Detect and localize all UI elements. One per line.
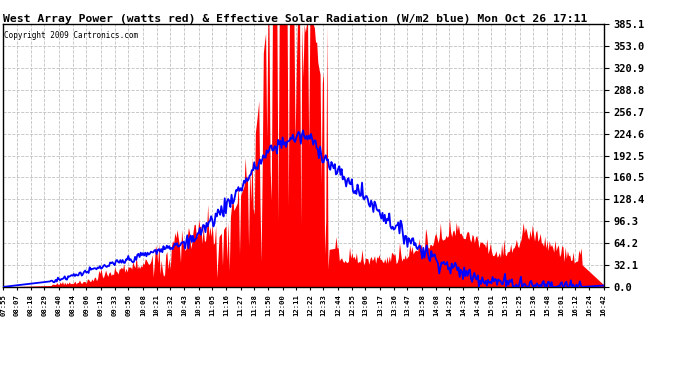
- Text: West Array Power (watts red) & Effective Solar Radiation (W/m2 blue) Mon Oct 26 : West Array Power (watts red) & Effective…: [3, 13, 588, 24]
- Text: Copyright 2009 Cartronics.com: Copyright 2009 Cartronics.com: [4, 31, 138, 40]
